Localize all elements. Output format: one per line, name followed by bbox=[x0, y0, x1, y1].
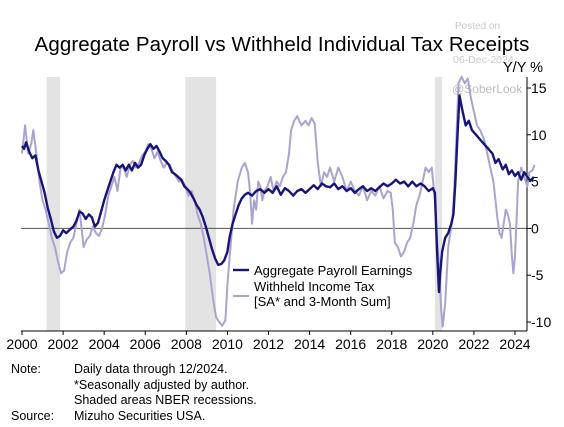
source-label: Source: bbox=[11, 408, 55, 423]
legend-label-line: Withheld Income Tax bbox=[254, 279, 375, 294]
x-tick-label: 2012 bbox=[253, 336, 284, 352]
note-text: Shaded areas NBER recessions. bbox=[74, 393, 257, 407]
series-line-withheld-income-tax bbox=[21, 75, 536, 328]
note-row: Note: Daily data through 12/2024. bbox=[11, 362, 257, 378]
note-label bbox=[11, 378, 74, 394]
legend-label-withheld-income-tax: Withheld Income Tax [SA* and 3-Month Sum] bbox=[254, 279, 391, 309]
x-tick-label: 2008 bbox=[171, 336, 202, 352]
watermark-date: 06-Dec-2024 bbox=[453, 54, 514, 66]
y-axis-unit: Y/Y % bbox=[503, 60, 544, 76]
y-tick-label: 0 bbox=[531, 220, 539, 236]
note-text: Daily data through 12/2024. bbox=[74, 362, 228, 376]
y-tick-label: -10 bbox=[531, 314, 551, 330]
x-tick-label: 2024 bbox=[499, 336, 530, 352]
x-tick-label: 2022 bbox=[458, 336, 489, 352]
source-row: Source: Mizuho Securities USA. bbox=[11, 409, 257, 425]
note-label: Note: bbox=[11, 362, 41, 376]
series-line-aggregate-payroll bbox=[21, 94, 535, 294]
y-tick-label: 5 bbox=[531, 174, 539, 190]
x-tick-label: 2020 bbox=[417, 336, 448, 352]
note-text: *Seasonally adjusted by author. bbox=[74, 377, 250, 392]
recession-band bbox=[46, 77, 61, 331]
x-tick-label: 2004 bbox=[89, 336, 120, 352]
x-tick-label: 2006 bbox=[130, 336, 161, 352]
recession-band bbox=[434, 77, 443, 331]
y-tick-label: 10 bbox=[531, 127, 547, 143]
note-label bbox=[11, 393, 74, 409]
note-row: Shaded areas NBER recessions. bbox=[11, 393, 257, 409]
chart-notes: Note: Daily data through 12/2024. *Seaso… bbox=[11, 362, 257, 424]
x-tick-label: 2018 bbox=[376, 336, 407, 352]
legend-label-aggregate-payroll: Aggregate Payroll Earnings bbox=[254, 263, 413, 278]
x-tick-label: 2000 bbox=[6, 336, 37, 352]
x-tick-label: 2014 bbox=[294, 336, 325, 352]
source-text: Mizuho Securities USA. bbox=[74, 408, 206, 423]
x-tick-label: 2002 bbox=[48, 336, 79, 352]
y-tick-label: -5 bbox=[531, 267, 544, 283]
x-tick-label: 2010 bbox=[212, 336, 243, 352]
chart-title: Aggregate Payroll vs Withheld Individual… bbox=[34, 33, 530, 56]
y-tick-label: 15 bbox=[531, 80, 547, 96]
note-row: *Seasonally adjusted by author. bbox=[11, 378, 257, 394]
legend-label-line: [SA* and 3-Month Sum] bbox=[254, 294, 391, 309]
x-tick-label: 2016 bbox=[335, 336, 366, 352]
watermark-posted: Posted on bbox=[455, 21, 501, 32]
